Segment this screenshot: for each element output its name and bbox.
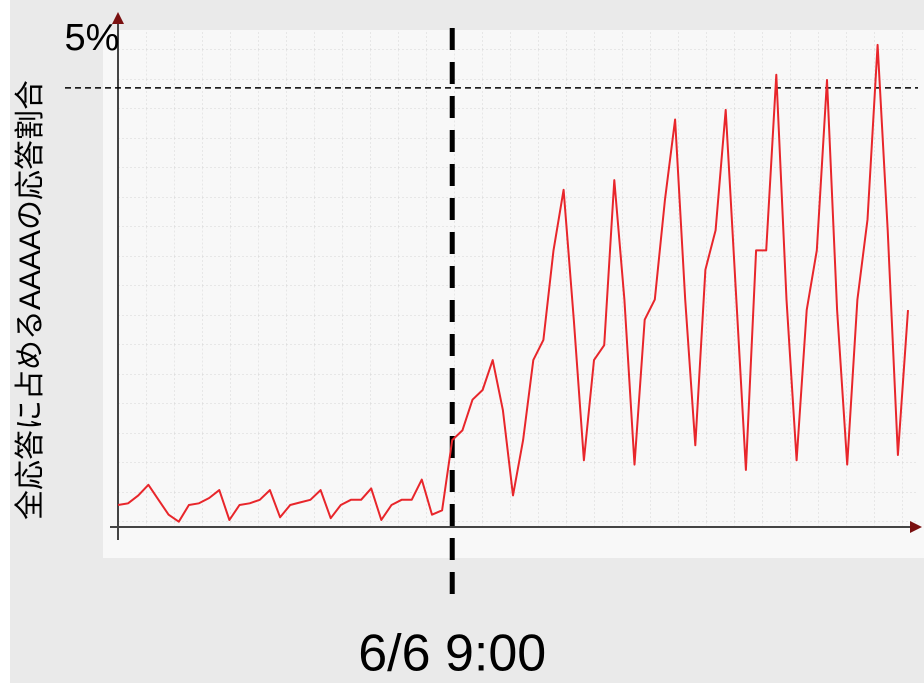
x-tick-label: 6/6 9:00 (358, 625, 546, 683)
y-axis-arrow (112, 12, 124, 24)
x-axis-arrow (910, 521, 922, 533)
data-line (117, 43, 909, 523)
y-axis-label: 全応答に占めるAAAAの応答割合 (14, 80, 47, 520)
y-tick-label: 5% (65, 17, 120, 59)
